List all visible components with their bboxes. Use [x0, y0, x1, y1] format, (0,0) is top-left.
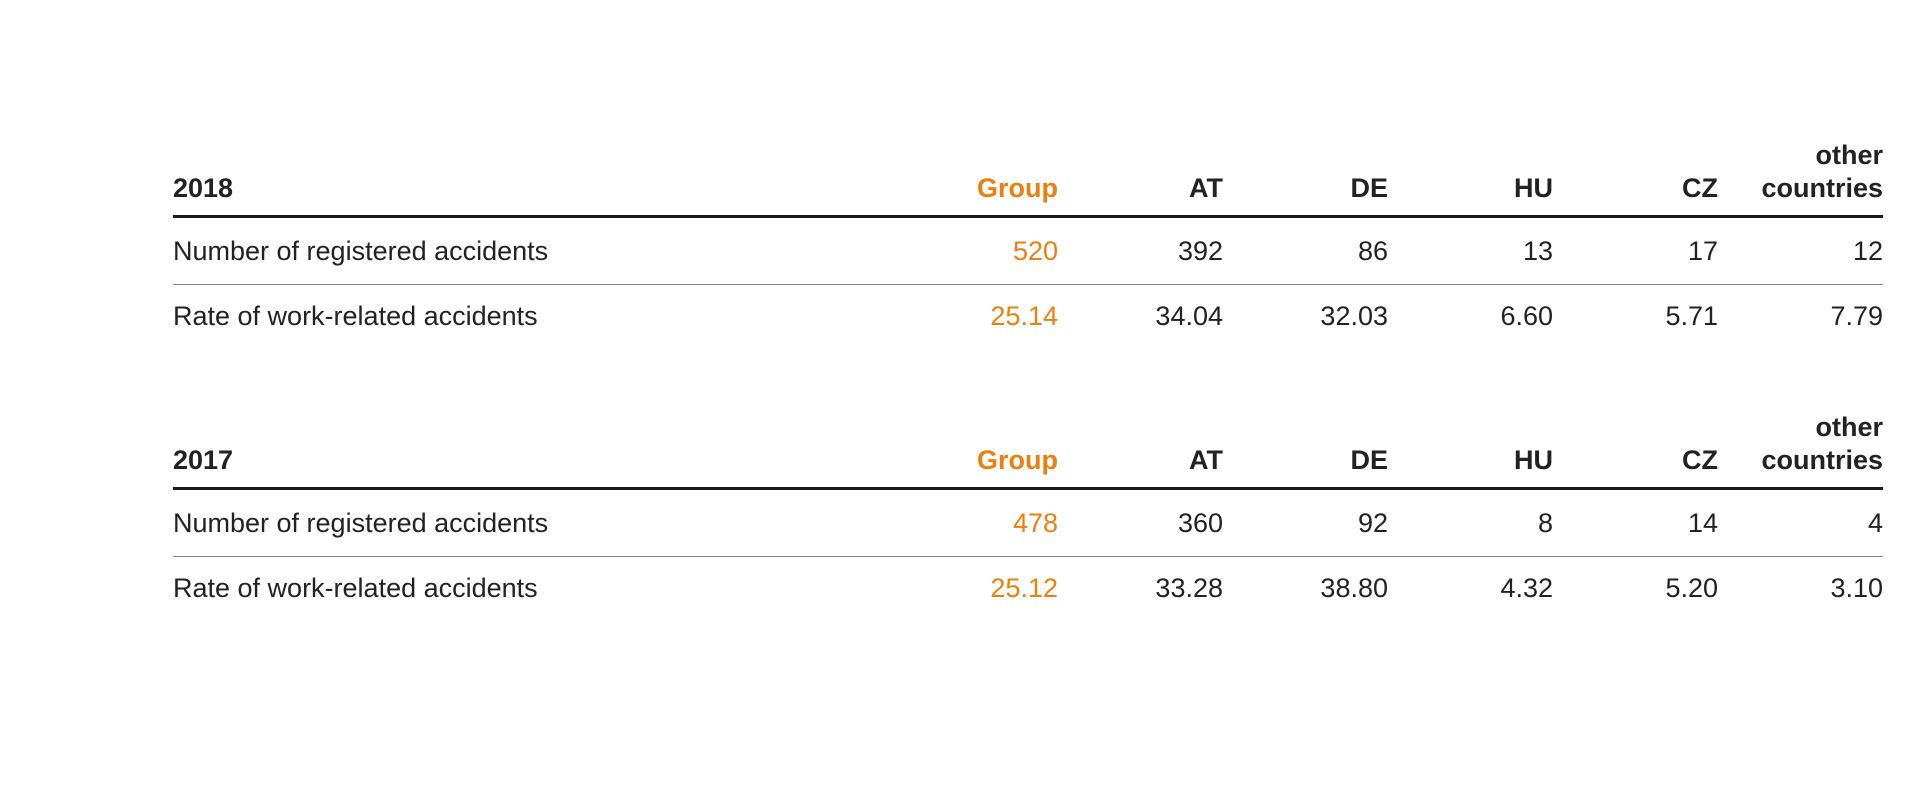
- cell-cz: 5.71: [1665, 301, 1718, 331]
- cell-de: 32.03: [1320, 301, 1388, 331]
- table-header-row: 2017 Group AT DE HU CZ other countries: [173, 410, 1883, 490]
- table-row: Rate of work-related accidents 25.14 34.…: [173, 284, 1883, 349]
- cell-hu: 6.60: [1500, 301, 1553, 331]
- cell-at: 392: [1058, 216, 1223, 285]
- accidents-table-2018: 2018 Group AT DE HU CZ other countries Nu…: [173, 138, 1883, 349]
- column-header-at: AT: [1058, 410, 1223, 490]
- column-header-hu: HU: [1388, 410, 1553, 490]
- column-header-hu: HU: [1388, 138, 1553, 218]
- cell-at: 360: [1058, 488, 1223, 557]
- column-header-other-countries: other countries: [1718, 410, 1883, 490]
- cell-other-countries: 4: [1718, 488, 1883, 557]
- cell-other-countries: 3.10: [1830, 573, 1883, 603]
- cell-de: 38.80: [1320, 573, 1388, 603]
- column-header-de: DE: [1223, 410, 1388, 490]
- cell-de: 86: [1223, 216, 1388, 285]
- cell-hu: 8: [1388, 488, 1553, 557]
- column-header-group: Group: [890, 410, 1058, 490]
- year-heading: 2018: [173, 138, 890, 218]
- cell-cz: 14: [1553, 488, 1718, 557]
- cell-de: 92: [1223, 488, 1388, 557]
- cell-at: 33.28: [1155, 573, 1223, 603]
- cell-group: 25.12: [990, 573, 1058, 603]
- column-header-group: Group: [890, 138, 1058, 218]
- row-label: Number of registered accidents: [173, 488, 890, 557]
- column-header-other-countries: other countries: [1718, 138, 1883, 218]
- cell-other-countries: 7.79: [1830, 301, 1883, 331]
- table-row: Number of registered accidents 520 392 8…: [173, 216, 1883, 285]
- column-header-at: AT: [1058, 138, 1223, 218]
- cell-group: 520: [890, 216, 1058, 285]
- table-row: Number of registered accidents 478 360 9…: [173, 488, 1883, 557]
- cell-cz: 5.20: [1665, 573, 1718, 603]
- cell-group: 478: [890, 488, 1058, 557]
- cell-hu: 13: [1388, 216, 1553, 285]
- cell-at: 34.04: [1155, 301, 1223, 331]
- row-label: Rate of work-related accidents: [173, 573, 538, 603]
- column-header-cz: CZ: [1553, 410, 1718, 490]
- year-heading: 2017: [173, 410, 890, 490]
- column-header-cz: CZ: [1553, 138, 1718, 218]
- cell-other-countries: 12: [1718, 216, 1883, 285]
- row-label: Rate of work-related accidents: [173, 301, 538, 331]
- accidents-table-2017: 2017 Group AT DE HU CZ other countries Nu…: [173, 410, 1883, 621]
- column-header-de: DE: [1223, 138, 1388, 218]
- cell-cz: 17: [1553, 216, 1718, 285]
- table-row: Rate of work-related accidents 25.12 33.…: [173, 556, 1883, 621]
- cell-group: 25.14: [990, 301, 1058, 331]
- cell-hu: 4.32: [1500, 573, 1553, 603]
- table-header-row: 2018 Group AT DE HU CZ other countries: [173, 138, 1883, 218]
- row-label: Number of registered accidents: [173, 216, 890, 285]
